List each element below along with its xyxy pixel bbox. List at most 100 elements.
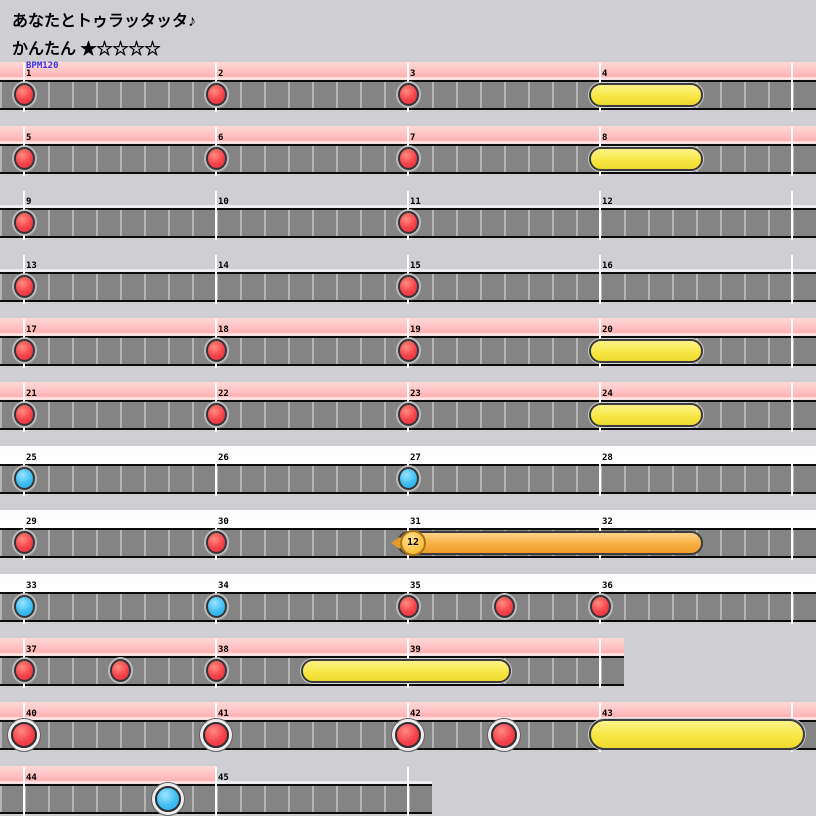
measure-line [23, 767, 25, 816]
measure-line [791, 511, 793, 560]
lane-top-highlight [0, 653, 624, 656]
measure-row: 44 45 [0, 766, 432, 816]
measure-line [599, 639, 601, 688]
measure-row: 13 14 15 16 [0, 254, 816, 304]
measure-number: 11 [410, 197, 421, 207]
measure-number: 39 [410, 645, 421, 655]
note-don [14, 147, 35, 170]
big-drumroll-bar [589, 719, 805, 750]
measure-number: 16 [602, 261, 613, 271]
note-don [398, 83, 419, 106]
drumroll-bar [589, 147, 703, 171]
note-don [14, 83, 35, 106]
measure-number: 9 [26, 197, 32, 207]
measure-line [215, 767, 217, 816]
measure-line [215, 255, 217, 304]
note-don [110, 659, 131, 682]
measure-line [791, 383, 793, 432]
measure-number: 32 [602, 517, 613, 527]
measure-number: 29 [26, 517, 37, 527]
measure-line [791, 319, 793, 368]
measure-number: 27 [410, 453, 421, 463]
measure-line [599, 191, 601, 240]
note-don [14, 531, 35, 554]
measure-row: 17 18 19 20 [0, 318, 816, 368]
note-don [206, 83, 227, 106]
measure-line [791, 63, 793, 112]
note-don [398, 339, 419, 362]
note-don [206, 659, 227, 682]
measure-row: 9 10 11 12 [0, 190, 816, 240]
measure-number: 34 [218, 581, 229, 591]
measure-number: 14 [218, 261, 229, 271]
measure-number: 19 [410, 325, 421, 335]
measure-number: 1 [26, 69, 32, 79]
note-don [398, 595, 419, 618]
measure-row: 1 2 3 4 BPM120 [0, 62, 816, 112]
note-ka [14, 467, 35, 490]
note-don [14, 339, 35, 362]
song-title: あなたとトゥラッタッタ♪ [12, 13, 197, 30]
measure-number: 45 [218, 773, 229, 783]
measure-number: 12 [602, 197, 613, 207]
measure-number: 7 [410, 133, 416, 143]
measure-number: 10 [218, 197, 229, 207]
note-ka [14, 595, 35, 618]
note-don [494, 595, 515, 618]
measure-number: 13 [26, 261, 37, 271]
note-don [206, 531, 227, 554]
measure-number: 23 [410, 389, 421, 399]
note-ka [398, 467, 419, 490]
measure-number: 37 [26, 645, 37, 655]
note-don [14, 275, 35, 298]
measure-number: 26 [218, 453, 229, 463]
drumroll-bar [589, 339, 703, 363]
measure-number: 42 [410, 709, 421, 719]
note-don [206, 403, 227, 426]
measure-number: 31 [410, 517, 421, 527]
balloon-beak-icon [391, 537, 400, 549]
measure-number: 17 [26, 325, 37, 335]
measure-number: 4 [602, 69, 608, 79]
bpm-label: BPM120 [26, 61, 59, 71]
measure-number: 25 [26, 453, 37, 463]
measure-number: 22 [218, 389, 229, 399]
measure-number: 41 [218, 709, 229, 719]
measure-line [791, 255, 793, 304]
drumroll-bar [589, 403, 703, 427]
note-bigdon [203, 722, 229, 748]
difficulty-label: かんたん ★☆☆☆☆ [12, 41, 161, 58]
note-don [206, 147, 227, 170]
measure-number: 44 [26, 773, 37, 783]
measure-number: 35 [410, 581, 421, 591]
note-bigdon [395, 722, 421, 748]
measure-line [791, 191, 793, 240]
measure-number: 18 [218, 325, 229, 335]
measure-row: 33 34 35 36 [0, 574, 816, 624]
note-don [206, 339, 227, 362]
measure-line [791, 127, 793, 176]
note-don [14, 211, 35, 234]
measure-number: 28 [602, 453, 613, 463]
measure-row: 5 6 7 8 [0, 126, 816, 176]
measure-number: 8 [602, 133, 608, 143]
gogo-band [0, 766, 216, 784]
note-don [398, 147, 419, 170]
drumroll-bar [301, 659, 511, 683]
measure-row: 21 22 23 24 [0, 382, 816, 432]
note-don [590, 595, 611, 618]
note-bigka [155, 786, 181, 812]
measure-number: 40 [26, 709, 37, 719]
note-don [14, 403, 35, 426]
drumroll-bar [589, 83, 703, 107]
measure-line [599, 447, 601, 496]
balloon-note: 12 [391, 530, 703, 556]
measure-number: 21 [26, 389, 37, 399]
measure-line [791, 447, 793, 496]
gogo-band [0, 638, 624, 656]
measure-line [215, 447, 217, 496]
note-don [14, 659, 35, 682]
measure-number: 30 [218, 517, 229, 527]
measure-number: 24 [602, 389, 613, 399]
